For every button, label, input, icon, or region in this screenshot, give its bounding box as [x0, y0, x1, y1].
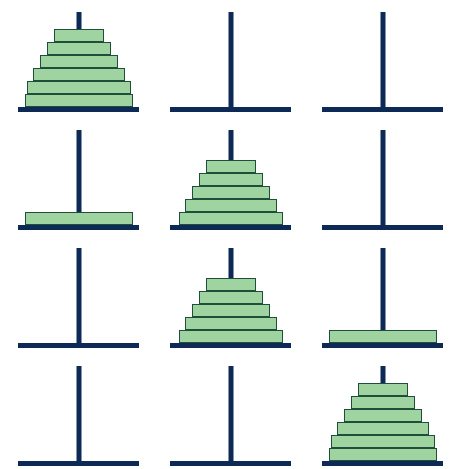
- disk-size-6: [328, 330, 437, 343]
- peg-base: [170, 107, 291, 112]
- peg-base: [18, 343, 139, 348]
- disk-size-5: [330, 435, 435, 448]
- peg-base: [322, 461, 443, 466]
- peg-cell-r1-c3: [322, 12, 443, 112]
- peg-rod: [380, 130, 385, 230]
- disk-size-5: [178, 330, 283, 343]
- peg-rod: [380, 12, 385, 112]
- peg-base: [170, 461, 291, 466]
- peg-rod: [76, 366, 81, 466]
- disk-size-5: [178, 212, 283, 225]
- peg-cell-r1-c2: [170, 12, 291, 112]
- disk-size-6: [24, 212, 133, 225]
- disk-size-2: [46, 42, 111, 55]
- disk-size-4: [32, 68, 125, 81]
- disk-size-3: [191, 304, 270, 317]
- disk-size-3: [39, 55, 118, 68]
- disk-size-1: [357, 383, 408, 396]
- disk-size-6: [328, 448, 437, 461]
- disk-size-2: [198, 173, 263, 186]
- peg-base: [170, 225, 291, 230]
- peg-rod: [76, 130, 81, 230]
- peg-base: [18, 225, 139, 230]
- peg-cell-r4-c3: [322, 366, 443, 466]
- disk-size-3: [191, 186, 270, 199]
- peg-cell-r1-c1: [18, 12, 139, 112]
- peg-base: [322, 343, 443, 348]
- disk-size-6: [24, 94, 133, 107]
- disk-size-3: [343, 409, 422, 422]
- peg-base: [170, 343, 291, 348]
- peg-cell-r2-c1: [18, 130, 139, 230]
- peg-rod: [76, 248, 81, 348]
- peg-cell-r4-c1: [18, 366, 139, 466]
- disk-size-5: [26, 81, 131, 94]
- peg-cell-r3-c3: [322, 248, 443, 348]
- disk-size-4: [184, 317, 277, 330]
- peg-base: [18, 107, 139, 112]
- disk-size-1: [205, 278, 256, 291]
- peg-rod: [380, 248, 385, 348]
- disk-size-2: [198, 291, 263, 304]
- peg-cell-r2-c2: [170, 130, 291, 230]
- peg-rod: [228, 366, 233, 466]
- peg-cell-r4-c2: [170, 366, 291, 466]
- peg-base: [322, 107, 443, 112]
- peg-base: [322, 225, 443, 230]
- peg-cell-r2-c3: [322, 130, 443, 230]
- disk-size-2: [350, 396, 415, 409]
- disk-size-1: [53, 29, 104, 42]
- peg-base: [18, 461, 139, 466]
- peg-cell-r3-c2: [170, 248, 291, 348]
- peg-rod: [228, 12, 233, 112]
- disk-size-4: [336, 422, 429, 435]
- peg-cell-r3-c1: [18, 248, 139, 348]
- disk-size-4: [184, 199, 277, 212]
- disk-size-1: [205, 160, 256, 173]
